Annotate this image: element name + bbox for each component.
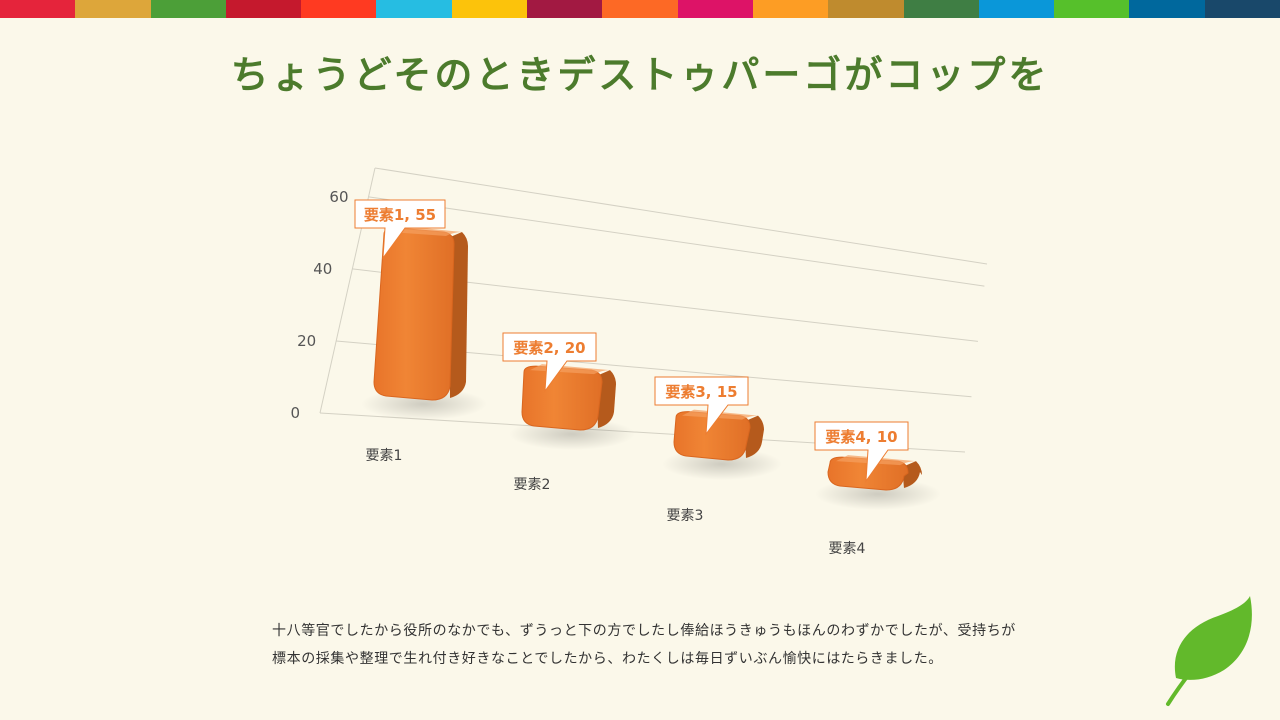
data-label-callout: 要素4, 10 — [814, 421, 909, 483]
stripe-segment — [752, 0, 829, 18]
stripe-segment — [301, 0, 377, 18]
y-tick-label: 20 — [297, 332, 316, 350]
gridline — [368, 196, 985, 287]
bar-chart-3d: 0 20 40 60 要素1 要素2 要素3 要素4 要素1, 55 要素2, 20 要素3, … — [290, 167, 988, 557]
data-label: 要素2, 20 — [513, 339, 585, 357]
category-label: 要素4 — [829, 541, 866, 557]
caption-text: 十八等官でしたから役所のなかでも、ずうっと下の方でしたし俸給ほうきゅうもほんのわ… — [272, 617, 1152, 673]
y-tick-label: 0 — [290, 404, 300, 422]
data-labels: 要素1, 55 要素2, 20 要素3, 15 要素4, 10 — [354, 199, 909, 483]
callout-box — [502, 332, 597, 393]
data-label-callout: 要素1, 55 — [354, 199, 446, 260]
stripe-segment — [1054, 0, 1130, 18]
stripe-segment — [677, 0, 753, 18]
callout-box — [354, 199, 446, 260]
stripe-segment — [451, 0, 528, 18]
stripe-segment — [75, 0, 151, 18]
slide-title: ちょうどそのときデストゥパーゴがコップを — [230, 53, 1050, 97]
y-axis-ticks: 0 20 40 60 — [290, 188, 348, 422]
stripe-segment — [978, 0, 1055, 18]
data-label-callout: 要素3, 15 — [654, 376, 749, 436]
stripe-segment — [1129, 0, 1205, 18]
y-tick-label: 60 — [329, 188, 348, 206]
data-label: 要素4, 10 — [825, 428, 897, 446]
data-label-callout: 要素2, 20 — [502, 332, 597, 393]
data-label: 要素1, 55 — [364, 206, 436, 224]
category-labels: 要素1 要素2 要素3 要素4 — [366, 448, 866, 557]
stripe-segment — [903, 0, 979, 18]
bar — [662, 409, 782, 480]
category-label: 要素1 — [366, 448, 403, 464]
bar — [509, 364, 635, 450]
data-label: 要素3, 15 — [665, 383, 737, 401]
stripe-segment — [376, 0, 452, 18]
color-stripe — [0, 0, 1280, 18]
callout-box — [814, 421, 909, 483]
category-label: 要素3 — [667, 508, 704, 524]
y-tick-label: 40 — [313, 260, 332, 278]
leaf-icon — [1166, 596, 1252, 706]
gridline — [374, 167, 988, 265]
stripe-segment — [602, 0, 678, 18]
stripe-segment — [225, 0, 302, 18]
bar — [361, 226, 487, 420]
callout-box — [654, 376, 749, 436]
stripe-segment — [0, 0, 76, 18]
stripe-segment — [1204, 0, 1280, 18]
category-label: 要素2 — [514, 477, 551, 493]
caption-line-1: 十八等官でしたから役所のなかでも、ずうっと下の方でしたし俸給ほうきゅうもほんのわ… — [272, 623, 1016, 639]
bar-front — [521, 365, 603, 431]
bar-front — [673, 411, 751, 461]
bar-series — [361, 226, 941, 510]
stripe-segment — [527, 0, 603, 18]
stripe-segment — [828, 0, 904, 18]
caption-line-2: 標本の採集や整理で生れ付き好きなことでしたから、わたくしは毎日ずいぶん愉快にはた… — [272, 651, 943, 667]
stripe-segment — [150, 0, 226, 18]
